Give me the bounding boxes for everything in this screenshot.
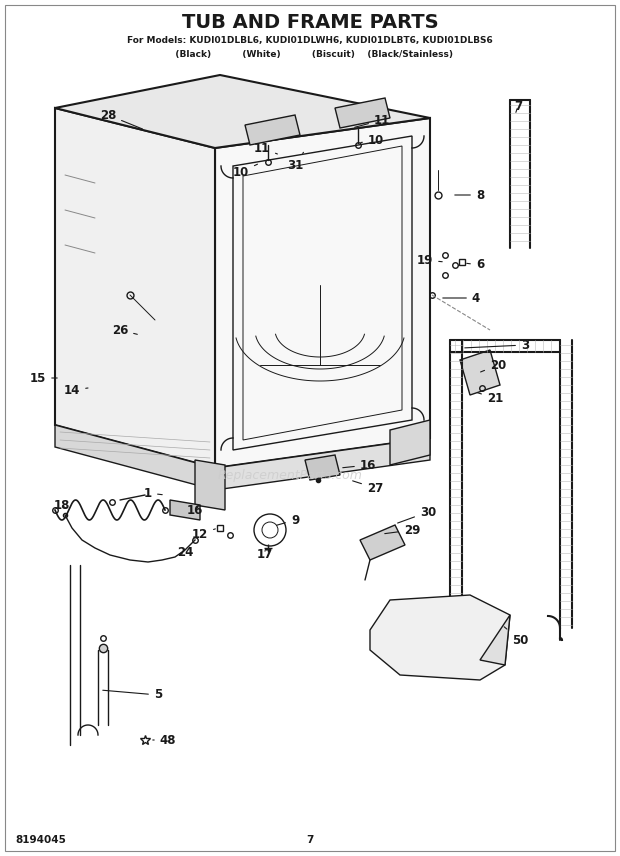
Text: 29: 29 xyxy=(385,524,420,537)
Text: 10: 10 xyxy=(233,164,257,179)
Text: (Black)          (White)          (Biscuit)    (Black/Stainless): (Black) (White) (Biscuit) (Black/Stainle… xyxy=(167,50,453,58)
Polygon shape xyxy=(390,420,430,465)
Text: 50: 50 xyxy=(504,627,528,646)
Text: TUB AND FRAME PARTS: TUB AND FRAME PARTS xyxy=(182,13,438,32)
Text: 20: 20 xyxy=(480,359,506,372)
Text: 18: 18 xyxy=(54,498,70,512)
Text: 12: 12 xyxy=(192,527,215,540)
Text: 24: 24 xyxy=(177,546,193,560)
Text: 28: 28 xyxy=(100,109,143,129)
Polygon shape xyxy=(215,118,430,468)
Text: 8: 8 xyxy=(455,188,484,201)
Text: 17: 17 xyxy=(257,548,273,561)
Text: 30: 30 xyxy=(397,506,436,523)
Text: 19: 19 xyxy=(417,253,442,266)
Polygon shape xyxy=(370,595,510,680)
Text: 26: 26 xyxy=(112,324,137,336)
Text: ReplacementParts.com: ReplacementParts.com xyxy=(218,468,363,482)
Polygon shape xyxy=(215,438,430,490)
Polygon shape xyxy=(195,460,225,510)
Text: 16: 16 xyxy=(187,503,203,516)
Polygon shape xyxy=(305,455,340,480)
Text: 4: 4 xyxy=(443,292,480,305)
Polygon shape xyxy=(55,425,215,490)
Polygon shape xyxy=(247,154,408,436)
Polygon shape xyxy=(460,350,500,395)
Text: 9: 9 xyxy=(277,514,299,526)
Text: 7: 7 xyxy=(306,835,314,845)
Text: 16: 16 xyxy=(343,459,376,472)
Text: 6: 6 xyxy=(467,259,484,271)
Text: 8194045: 8194045 xyxy=(15,835,66,845)
Text: 11: 11 xyxy=(355,114,390,128)
Polygon shape xyxy=(55,108,215,468)
Text: 27: 27 xyxy=(353,481,383,495)
Text: 5: 5 xyxy=(103,688,162,702)
Polygon shape xyxy=(335,98,390,128)
Text: 11: 11 xyxy=(254,141,277,154)
Text: 48: 48 xyxy=(153,734,176,746)
Polygon shape xyxy=(360,525,405,560)
Polygon shape xyxy=(480,615,510,665)
Text: 1: 1 xyxy=(144,486,162,500)
Polygon shape xyxy=(55,75,430,148)
Text: 15: 15 xyxy=(30,372,57,384)
Text: 3: 3 xyxy=(465,338,529,352)
Polygon shape xyxy=(170,500,200,520)
Text: 21: 21 xyxy=(477,391,503,405)
Polygon shape xyxy=(245,115,300,145)
Text: For Models: KUDI01DLBL6, KUDI01DLWH6, KUDI01DLBT6, KUDI01DLBS6: For Models: KUDI01DLBL6, KUDI01DLWH6, KU… xyxy=(127,35,493,45)
Text: 31: 31 xyxy=(287,152,303,171)
Text: 14: 14 xyxy=(64,383,88,396)
Text: 7: 7 xyxy=(514,99,522,112)
Text: 10: 10 xyxy=(361,134,384,146)
